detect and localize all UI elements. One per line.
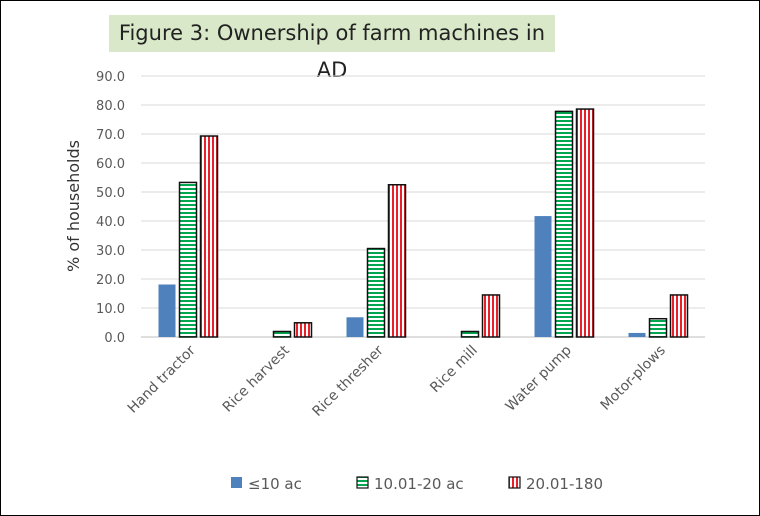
x-tick-label: Hand tractor xyxy=(125,342,199,416)
legend-swatch xyxy=(356,476,369,489)
bar xyxy=(554,110,574,338)
y-tick-label: 50.0 xyxy=(96,186,125,201)
legend-label: 20.01-180 xyxy=(526,475,603,493)
gridlines xyxy=(141,75,705,338)
y-tick-label: 90.0 xyxy=(96,70,125,85)
y-tick-label: 80.0 xyxy=(96,99,125,114)
y-tick-label: 70.0 xyxy=(96,128,125,143)
legend-label: 10.01-20 ac xyxy=(374,475,464,493)
x-tick-label: Rice thresher xyxy=(310,342,387,419)
y-tick-label: 0.0 xyxy=(104,331,125,346)
y-tick-labels: 0.0 10.0 20.0 30.0 40.0 50.0 60.0 70.0 80.0 90.0 xyxy=(96,70,125,346)
x-tick-labels: Hand tractor Rice harvest Rice thresher Ric… xyxy=(125,342,669,420)
bar xyxy=(178,181,198,338)
bar xyxy=(669,294,689,338)
y-tick-label: 60.0 xyxy=(96,157,125,172)
bar xyxy=(534,216,552,337)
bar xyxy=(272,330,292,338)
y-tick-label: 40.0 xyxy=(96,215,125,230)
bar xyxy=(366,247,386,338)
bar xyxy=(293,322,313,338)
x-tick-label: Motor-plows xyxy=(598,343,669,414)
x-tick-label: Water pump xyxy=(503,342,575,414)
y-tick-label: 30.0 xyxy=(96,244,125,259)
bar xyxy=(575,108,595,338)
x-tick-label: Rice harvest xyxy=(220,342,293,415)
bar xyxy=(628,332,646,337)
x-tick-label: Rice mill xyxy=(427,343,481,397)
legend-label: ≤10 ac xyxy=(248,475,302,493)
bar xyxy=(346,317,364,337)
bar xyxy=(460,330,480,338)
bar xyxy=(158,284,176,337)
bar xyxy=(481,294,501,338)
chart-title-box: Figure 3: Ownership of farm machines in … xyxy=(109,15,555,82)
y-tick-label: 10.0 xyxy=(96,302,125,317)
y-axis-label: % of households xyxy=(64,140,83,272)
bar xyxy=(387,184,407,338)
bar xyxy=(648,317,668,338)
legend-swatch xyxy=(508,476,521,489)
bar xyxy=(199,135,219,338)
legend-swatch xyxy=(231,477,242,488)
bars xyxy=(158,108,689,338)
chart-title: Figure 3: Ownership of farm machines in … xyxy=(118,21,546,82)
y-tick-label: 20.0 xyxy=(96,273,125,288)
legend: ≤10 ac 10.01-20 ac 20.01-180 xyxy=(231,475,603,493)
